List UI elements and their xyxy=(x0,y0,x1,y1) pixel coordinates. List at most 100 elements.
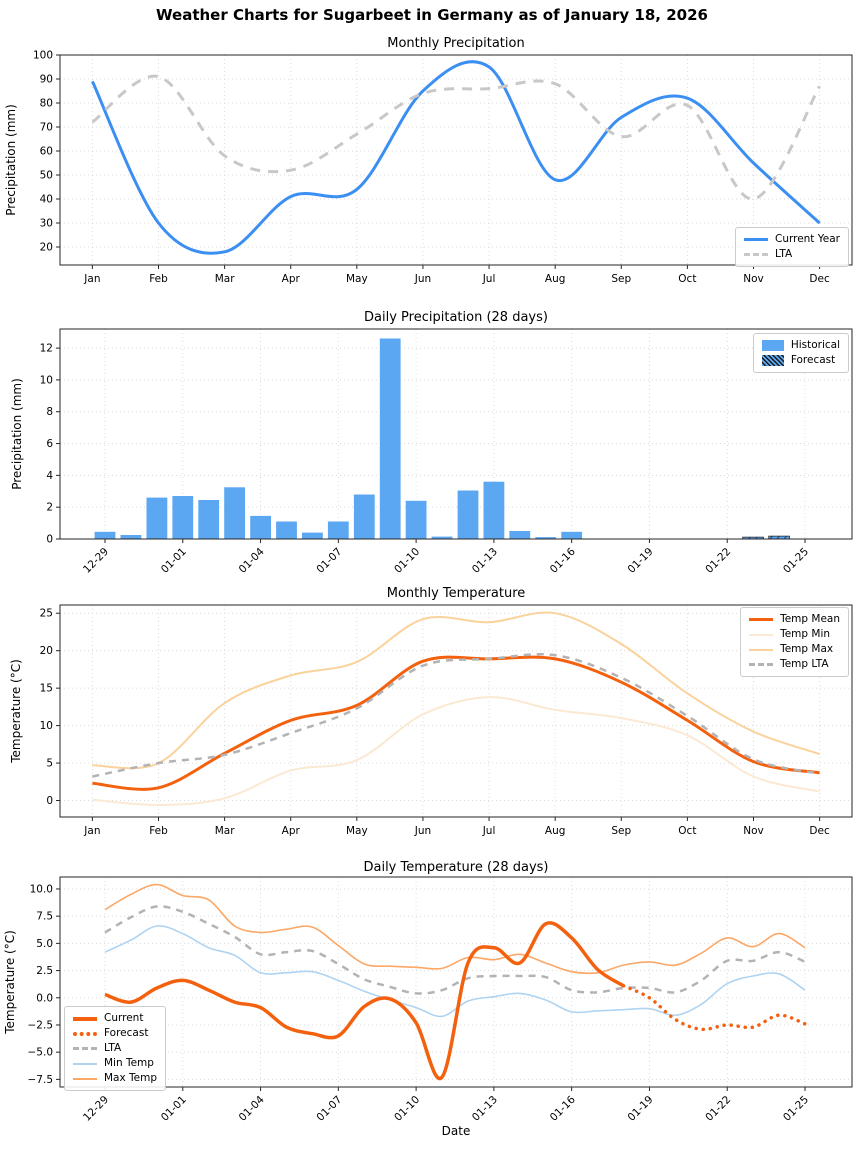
historical-bar xyxy=(509,531,531,539)
x-tick-label: 01-16 xyxy=(548,1093,578,1123)
x-tick-label: 01-13 xyxy=(470,546,500,576)
x-tick-label: 12-29 xyxy=(81,1094,111,1124)
temp-min-line-swatch xyxy=(749,633,774,636)
y-axis-label: Precipitation (mm) xyxy=(4,104,18,216)
historical-bar xyxy=(250,515,271,539)
current-line xyxy=(104,921,625,1081)
figure-title: Weather Charts for Sugarbeet in Germany … xyxy=(156,6,708,24)
x-tick-label: 01-04 xyxy=(237,545,267,575)
legend-item-temp-mean: Temp Mean xyxy=(749,612,840,627)
legend-item-lta: LTA xyxy=(73,1041,157,1056)
temp-max-line xyxy=(92,611,820,770)
legend-label: Min Temp xyxy=(104,1057,154,1069)
x-tick-label: 12-29 xyxy=(81,546,111,576)
x-tick-label: Oct xyxy=(678,825,696,837)
x-axis-label-date: Date xyxy=(441,1124,471,1138)
x-tick-label: Sep xyxy=(611,273,631,285)
x-tick-label: May xyxy=(346,825,368,837)
chart-title-daily-precipitation: Daily Precipitation (28 days) xyxy=(364,310,548,325)
x-tick-label: Mar xyxy=(215,273,235,285)
legend-label: Temp LTA xyxy=(780,658,829,670)
y-tick-label: 6 xyxy=(46,438,53,450)
daily_temp-spines xyxy=(59,876,853,1088)
historical-bars xyxy=(94,338,583,539)
y-tick-label: 20 xyxy=(40,242,53,254)
legend-item-max-temp: Max Temp xyxy=(73,1071,157,1086)
current-line-swatch xyxy=(73,1016,97,1021)
x-tick-label: Feb xyxy=(149,825,168,837)
x-tick-label: Apr xyxy=(282,825,301,837)
legend-label: Temp Max xyxy=(780,643,834,655)
x-tick-label: Jun xyxy=(414,273,431,285)
daily_precip-plot: 0 2 4 6 8 10 12 12-29 01-01 01-04 01-07 01-10 01-13 0… xyxy=(10,328,853,576)
y-tick-label: 40 xyxy=(40,194,53,206)
y-tick-label: 100 xyxy=(33,50,53,62)
monthly_temp-plot-background xyxy=(60,605,852,817)
y-tick-label: 50 xyxy=(40,170,53,182)
chart-title-daily-temperature: Daily Temperature (28 days) xyxy=(363,860,549,875)
legend-label: Current xyxy=(104,1012,144,1024)
legend-label: Forecast xyxy=(790,354,836,366)
legend-label: Temp Min xyxy=(780,628,831,640)
legend-item-current-year: Current Year xyxy=(743,232,840,247)
monthly_precip-plot-background xyxy=(60,55,852,265)
y-tick-label: −7.5 xyxy=(28,1074,54,1086)
y-tick-label: 12 xyxy=(40,343,53,355)
x-tick-label: 01-07 xyxy=(314,546,344,576)
legend-label: Forecast xyxy=(104,1027,149,1039)
historical-bar xyxy=(561,531,583,539)
temp-min-line xyxy=(92,696,820,807)
lta-line-swatch xyxy=(743,253,768,256)
historical-bar xyxy=(353,494,375,539)
legend-label: Current Year xyxy=(774,233,840,245)
y-tick-label: 2.5 xyxy=(36,965,53,977)
x-tick-label: Oct xyxy=(678,273,696,285)
lta-line-swatch xyxy=(73,1047,97,1050)
monthly_precip-spines xyxy=(59,54,853,266)
historical-bar xyxy=(276,521,297,539)
y-axis-label: Temperature (°C) xyxy=(3,930,17,1035)
historical-bar xyxy=(120,535,142,539)
y-tick-label: 7.5 xyxy=(36,911,53,923)
y-tick-label: 0 xyxy=(46,795,53,807)
y-tick-label: −2.5 xyxy=(28,1019,54,1031)
temp-mean-line xyxy=(92,655,820,791)
chart-title-monthly-precipitation: Monthly Precipitation xyxy=(387,36,525,51)
x-tick-label: Jan xyxy=(83,825,100,837)
monthly-precip-legend: Current Year LTA xyxy=(734,227,849,267)
current-year-line-swatch xyxy=(743,238,768,241)
monthly-temp-legend: Temp Mean Temp Min Temp Max Temp LTA xyxy=(740,607,849,677)
current-year-line xyxy=(91,60,821,255)
y-tick-label: 5.0 xyxy=(36,938,53,950)
y-axis-label: Precipitation (mm) xyxy=(10,378,24,490)
historical-bar xyxy=(431,536,453,539)
y-tick-label: −5.0 xyxy=(28,1047,54,1059)
x-tick-label: Apr xyxy=(282,273,301,285)
y-tick-label: 0 xyxy=(46,534,53,546)
x-tick-label: 01-10 xyxy=(392,1094,422,1124)
lta-line xyxy=(91,74,821,201)
historical-bar xyxy=(379,338,401,539)
x-tick-label: May xyxy=(346,273,368,285)
x-tick-label: 01-22 xyxy=(703,546,733,576)
historical-bar xyxy=(198,500,220,539)
historical-bar xyxy=(483,481,505,539)
daily-precip-legend: Historical Forecast xyxy=(752,333,849,373)
y-tick-label: 70 xyxy=(40,122,53,134)
x-tick-label: 01-16 xyxy=(548,545,578,575)
historical-bar xyxy=(302,532,323,539)
legend-item-lta: LTA xyxy=(743,247,840,262)
x-tick-label: 01-22 xyxy=(703,1094,733,1124)
daily-temp-legend: Current Forecast LTA Min Temp Max Temp xyxy=(64,1006,167,1091)
monthly_precip-plot: 20 30 40 50 60 70 80 90 100 Jan Feb Mar Apr May Jun Jul… xyxy=(4,50,853,285)
x-tick-label: 01-07 xyxy=(314,1094,344,1124)
legend-item-temp-min: Temp Min xyxy=(749,627,840,642)
y-tick-label: 20 xyxy=(40,645,53,657)
historical-bar xyxy=(535,537,557,539)
y-tick-label: 0.0 xyxy=(36,992,53,1004)
x-tick-label: Jul xyxy=(482,825,496,837)
legend-label: LTA xyxy=(104,1042,122,1054)
temp-lta-line xyxy=(92,652,820,778)
y-tick-label: 10.0 xyxy=(30,883,53,895)
